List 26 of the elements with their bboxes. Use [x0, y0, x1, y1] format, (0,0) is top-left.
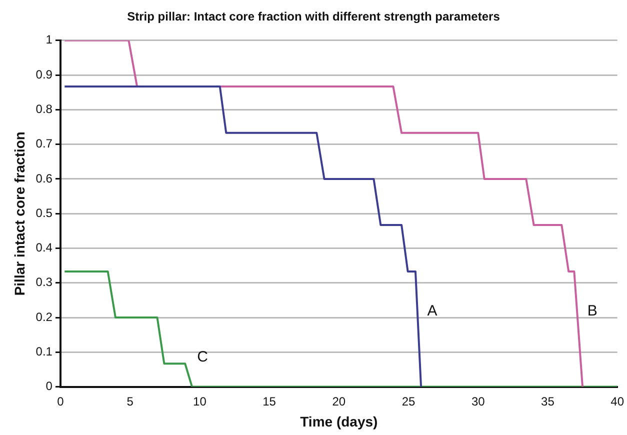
y-tick-label: 0.8	[36, 102, 53, 116]
x-tick-label: 20	[332, 394, 346, 408]
x-tick-label: 40	[610, 394, 624, 408]
x-tick-label: 10	[193, 394, 207, 408]
y-tick-label: 0.7	[36, 136, 53, 151]
x-tick-label: 0	[57, 394, 64, 408]
x-tick-label: 25	[402, 394, 416, 408]
y-axis-title: Pillar intact core fraction	[11, 132, 28, 296]
y-tick-label: 0	[46, 379, 53, 394]
x-tick-label: 5	[126, 394, 134, 408]
series-label: A	[427, 302, 438, 320]
y-tick-label: 0.1	[36, 344, 53, 358]
x-axis-title: Time (days)	[300, 413, 378, 430]
y-tick-label: 1	[46, 32, 53, 47]
y-tick-label: 0.2	[36, 310, 53, 324]
y-tick-label: 0.9	[36, 67, 53, 82]
x-tick-label: 15	[262, 394, 276, 408]
y-tick-label: 0.3	[36, 275, 53, 290]
series-label: B	[587, 302, 598, 320]
series-label: C	[197, 348, 208, 366]
y-tick-label: 0.6	[36, 171, 53, 186]
x-tick-label: 30	[471, 394, 486, 408]
x-tick-label: 35	[541, 394, 555, 408]
chart-title: Strip pillar: Intact core fraction with different strength parameters	[127, 10, 500, 24]
y-tick-label: 0.4	[36, 240, 53, 255]
y-tick-label: 0.5	[36, 206, 53, 220]
